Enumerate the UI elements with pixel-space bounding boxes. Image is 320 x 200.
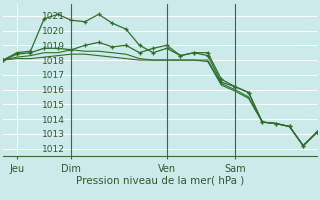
X-axis label: Pression niveau de la mer( hPa ): Pression niveau de la mer( hPa ) xyxy=(76,175,244,185)
